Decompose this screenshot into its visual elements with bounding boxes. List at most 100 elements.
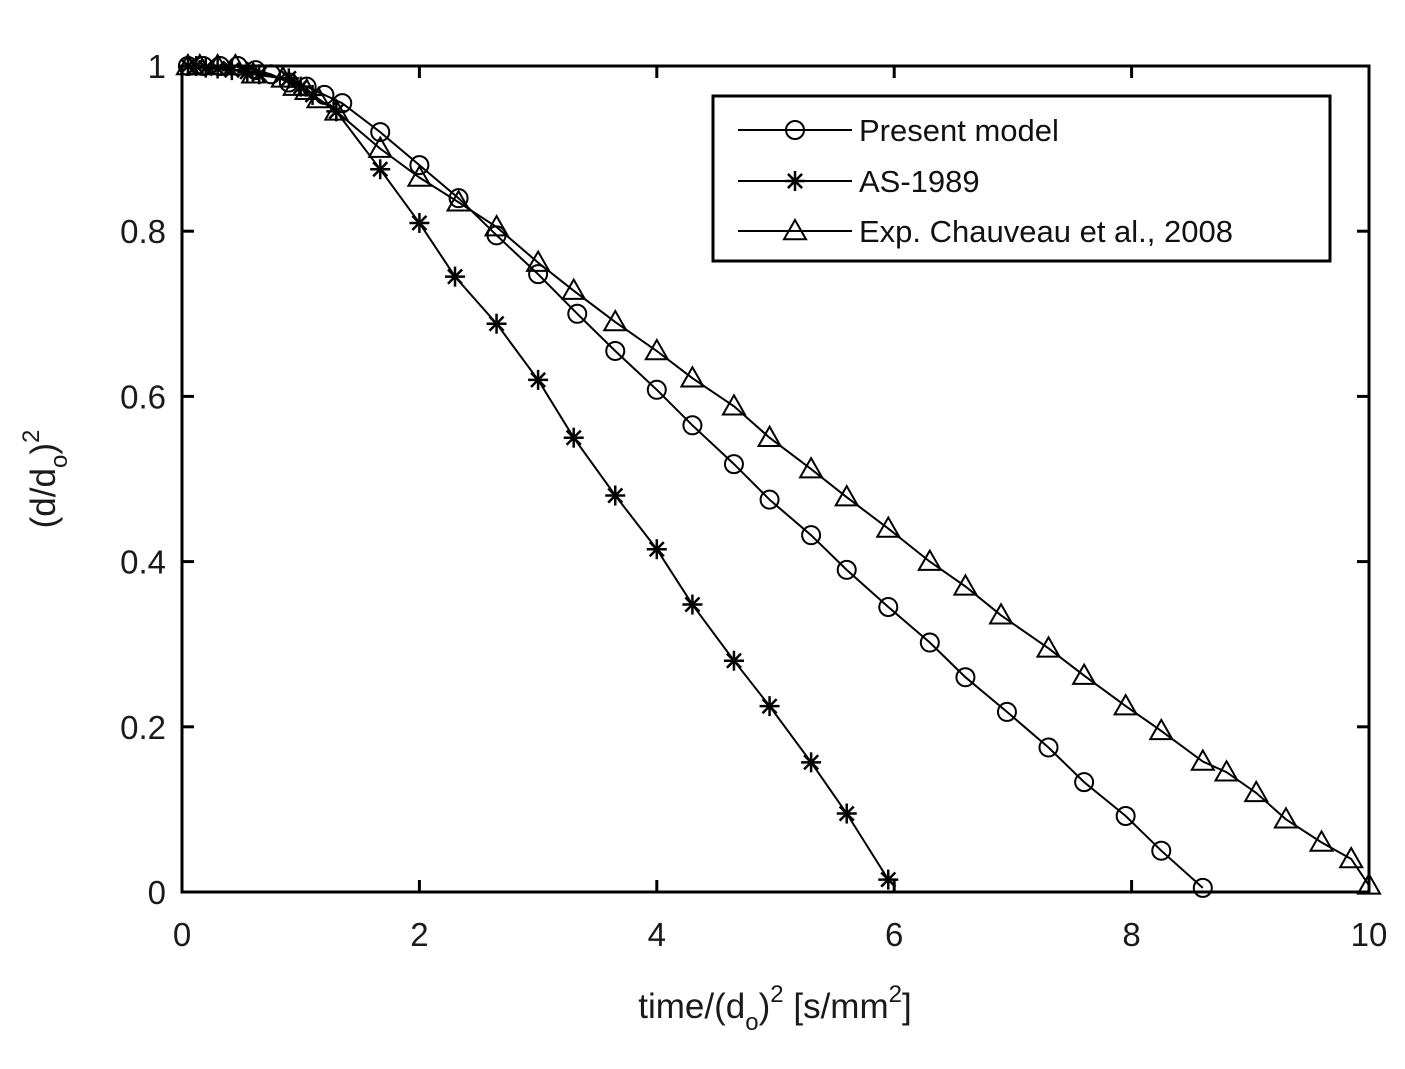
data-point [567, 303, 588, 324]
data-point [605, 340, 626, 361]
data-point [528, 369, 549, 390]
data-point [222, 52, 249, 76]
axis-ticks [180, 64, 1371, 894]
data-point [1074, 772, 1095, 793]
data-point [836, 803, 857, 824]
data-point [759, 489, 780, 510]
legend-label: Present model [859, 113, 1059, 148]
data-point [679, 365, 706, 388]
data-point [560, 277, 587, 300]
data-point [759, 696, 780, 717]
data-point [448, 188, 469, 209]
data-point [483, 214, 510, 237]
data-point [1308, 829, 1335, 852]
data-point [646, 379, 667, 400]
legend-box [711, 94, 1332, 263]
data-point [602, 309, 628, 332]
series-line [187, 65, 1370, 886]
data-point [833, 484, 860, 507]
data-point [204, 52, 231, 76]
x-tick-label: 4 [648, 916, 666, 953]
x-tick-label: 0 [173, 916, 191, 953]
series-layer [175, 52, 1382, 898]
data-point [996, 701, 1017, 722]
data-point [917, 548, 943, 571]
y-tick-label: 0.8 [120, 213, 166, 250]
data-point [801, 752, 822, 773]
data-point [525, 249, 551, 272]
x-axis-label: time/(do)2 [s/mm2] [638, 981, 911, 1036]
data-point [798, 456, 824, 479]
data-point [445, 189, 472, 212]
data-point [723, 454, 744, 475]
data-point [605, 485, 626, 506]
x-tick-labels: 0 2 4 6 8 10 [173, 916, 1388, 953]
data-point [646, 539, 667, 560]
data-point [1273, 806, 1299, 829]
data-point [878, 869, 899, 890]
data-point [270, 65, 296, 88]
data-point [952, 573, 979, 596]
data-point [1213, 759, 1240, 782]
data-point [1071, 662, 1097, 685]
legend-entry: AS-1989 [738, 164, 980, 199]
data-point [323, 98, 350, 121]
data-point [955, 667, 976, 688]
data-point [305, 86, 332, 109]
data-point [1148, 717, 1174, 741]
data-point [1115, 806, 1136, 827]
data-point [445, 266, 466, 287]
legend-entry: Exp. Chauveau et al., 2008 [738, 214, 1233, 249]
data-point [406, 164, 433, 187]
data-point [644, 337, 670, 361]
data-point [1151, 840, 1172, 861]
x-tick-label: 10 [1351, 916, 1388, 953]
data-point [367, 135, 393, 158]
x-tick-label: 6 [885, 916, 903, 953]
data-point [282, 73, 308, 96]
data-point [370, 159, 391, 180]
data-point [682, 415, 703, 436]
data-point [370, 122, 391, 143]
data-point [1190, 748, 1216, 771]
data-point [293, 77, 320, 101]
data-point [682, 594, 703, 615]
data-point [1338, 845, 1364, 869]
data-point [988, 602, 1014, 625]
data-point [801, 525, 822, 546]
legend-marker [785, 171, 805, 191]
y-tick-label: 0.2 [120, 709, 166, 746]
data-point [409, 155, 430, 176]
data-point [723, 650, 744, 671]
data-point [721, 393, 747, 416]
legend-marker [785, 120, 805, 140]
data-point [875, 515, 901, 538]
y-tick-label: 0.4 [120, 544, 166, 581]
data-point [1112, 693, 1139, 716]
data-point [187, 52, 213, 76]
y-tick-label: 1 [148, 48, 166, 85]
data-point [919, 632, 940, 653]
data-point [1038, 737, 1059, 758]
legend-label: AS-1989 [859, 164, 980, 199]
legend-marker [782, 217, 808, 241]
data-point [1243, 779, 1269, 803]
data-point [409, 212, 430, 233]
data-point [878, 597, 899, 618]
legend-label: Exp. Chauveau et al., 2008 [859, 214, 1233, 249]
data-point [528, 264, 549, 285]
series-2 [175, 52, 1382, 895]
y-tick-label: 0.6 [120, 378, 166, 415]
data-point [1192, 877, 1213, 898]
data-point [486, 313, 507, 334]
x-tick-label: 8 [1122, 916, 1140, 953]
data-point [240, 61, 266, 84]
data-point [1356, 872, 1382, 895]
x-tick-label: 2 [410, 916, 428, 953]
legend-entry: Present model [738, 113, 1059, 148]
y-tick-labels: 0 0.2 0.4 0.6 0.8 1 [120, 48, 166, 911]
legend: Present model AS-1989 Exp. Chauveau et al.… [711, 94, 1332, 263]
y-tick-label: 0 [148, 874, 166, 911]
data-point [1035, 635, 1062, 658]
